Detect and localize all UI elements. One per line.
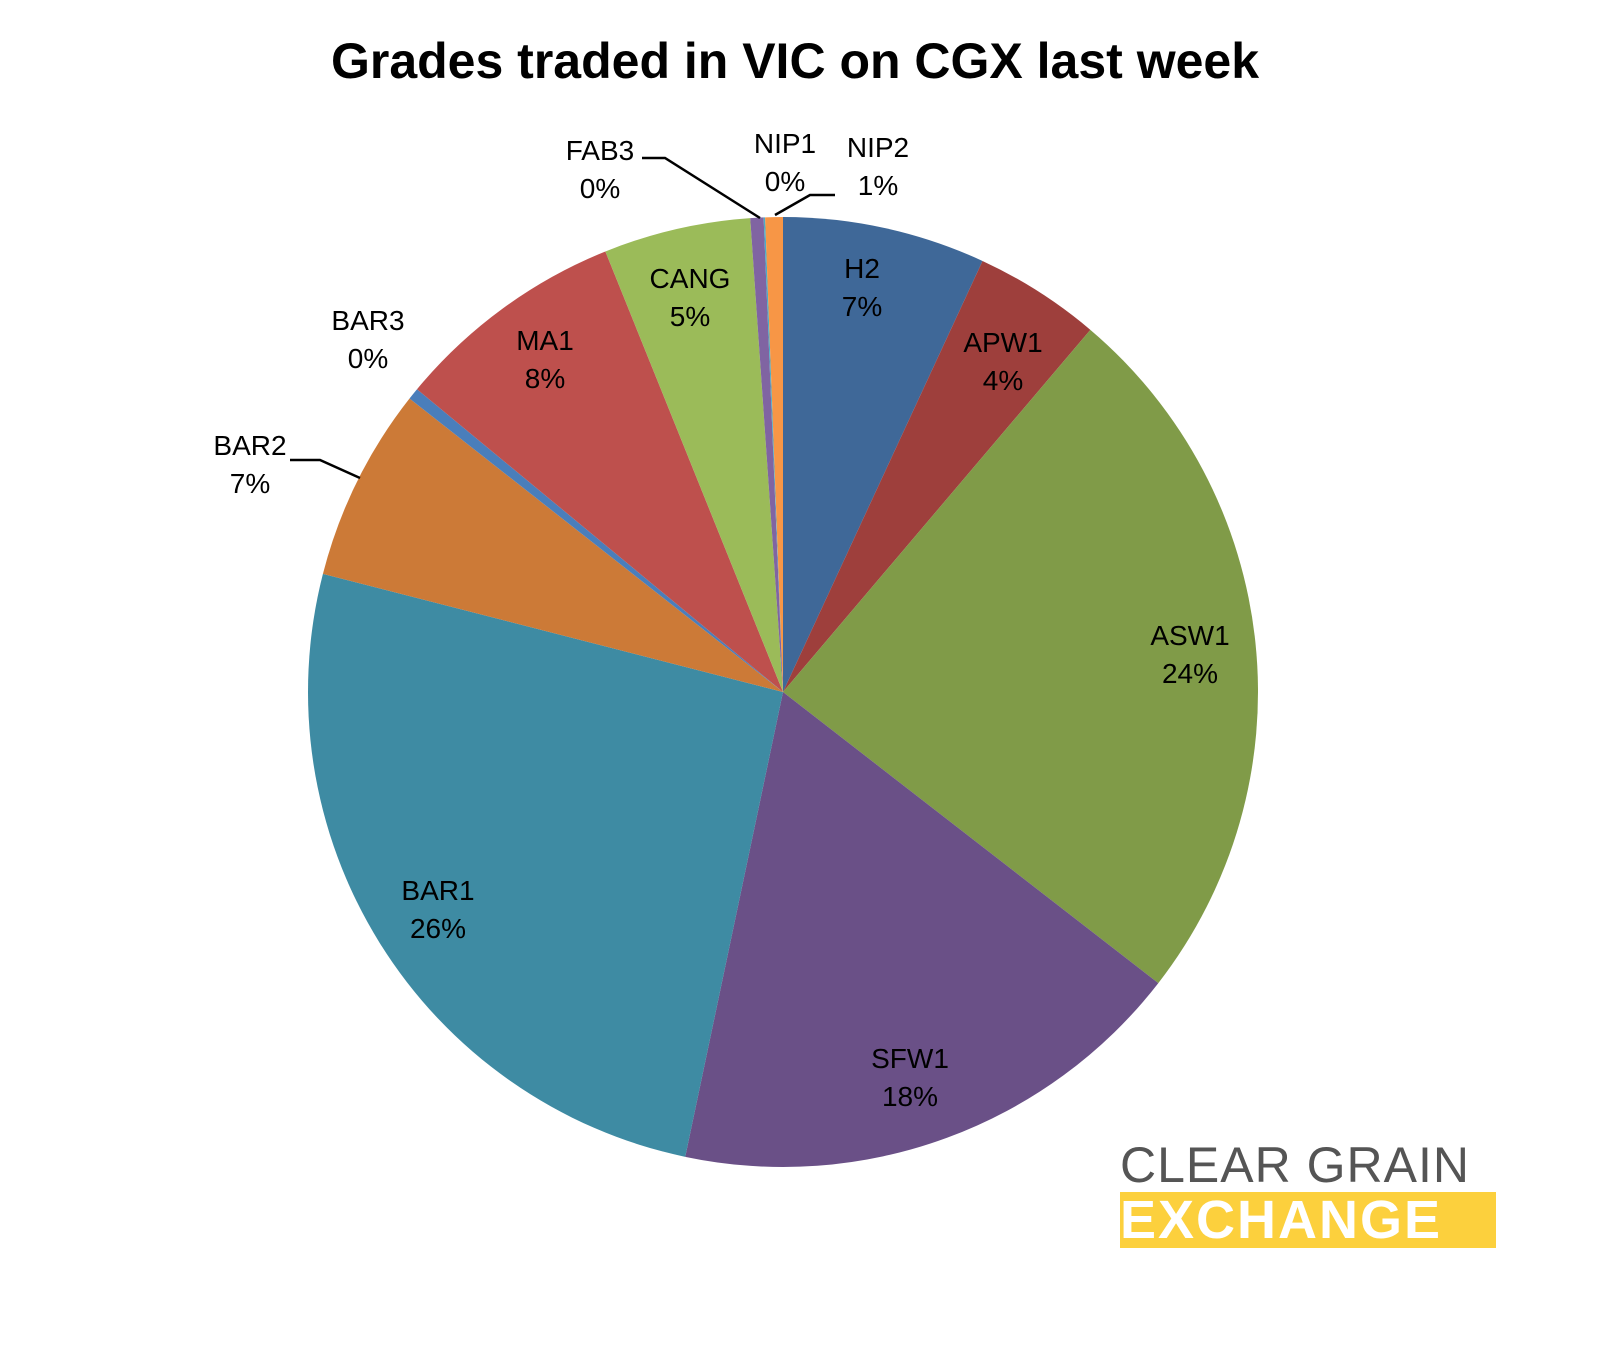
leader-line-fab3 xyxy=(642,156,761,220)
slice-percent-nip2: 1% xyxy=(858,170,898,201)
slice-label-h2: H2 xyxy=(844,253,880,284)
slice-label-fab3: FAB3 xyxy=(566,135,634,166)
slice-percent-apw1: 4% xyxy=(983,365,1023,396)
slice-percent-h2: 7% xyxy=(842,291,882,322)
slice-percent-asw1: 24% xyxy=(1162,658,1218,689)
slice-label-bar1: BAR1 xyxy=(401,875,474,906)
pie-slice-nip2 xyxy=(765,217,783,692)
slice-label-bar3: BAR3 xyxy=(331,305,404,336)
slice-label-nip2: NIP2 xyxy=(847,132,909,163)
leader-line-nip2 xyxy=(774,193,835,217)
slice-percent-cang: 5% xyxy=(670,301,710,332)
slice-label-ma1: MA1 xyxy=(516,325,574,356)
chart-title: Grades traded in VIC on CGX last week xyxy=(330,33,1260,89)
slice-label-nip1: NIP1 xyxy=(754,128,816,159)
slice-label-apw1: APW1 xyxy=(963,327,1042,358)
slice-label-cang: CANG xyxy=(650,263,731,294)
slice-percent-bar2: 7% xyxy=(230,468,270,499)
slice-label-bar2: BAR2 xyxy=(213,430,286,461)
pie-slice-bar2 xyxy=(322,398,783,692)
pie-slice-ma1 xyxy=(417,251,783,692)
slice-label-asw1: ASW1 xyxy=(1150,620,1229,651)
pie-slice-cang xyxy=(605,218,783,692)
pie-slice-fab3 xyxy=(750,217,783,692)
pie-slice-h2 xyxy=(783,217,983,692)
pie-slice-bar1 xyxy=(307,573,783,1157)
slice-percent-fab3: 0% xyxy=(580,173,620,204)
logo-line2: EXCHANGE xyxy=(1120,1192,1496,1248)
pie-slice-apw1 xyxy=(783,260,1091,692)
slice-percent-ma1: 8% xyxy=(525,363,565,394)
leader-line-bar2 xyxy=(290,458,361,480)
clear-grain-exchange-logo: CLEAR GRAIN EXCHANGE xyxy=(1120,1140,1496,1248)
slice-percent-bar3: 0% xyxy=(348,343,388,374)
pie-slice-sfw1 xyxy=(685,692,1159,1167)
slice-percent-sfw1: 18% xyxy=(882,1081,938,1112)
pie-slice-nip1 xyxy=(763,217,783,692)
pie-slice-asw1 xyxy=(783,329,1258,984)
slice-percent-bar1: 26% xyxy=(410,913,466,944)
pie-slice-bar3 xyxy=(409,389,783,692)
slice-percent-nip1: 0% xyxy=(765,166,805,197)
logo-line1: CLEAR GRAIN xyxy=(1120,1137,1470,1193)
slice-label-sfw1: SFW1 xyxy=(871,1043,949,1074)
